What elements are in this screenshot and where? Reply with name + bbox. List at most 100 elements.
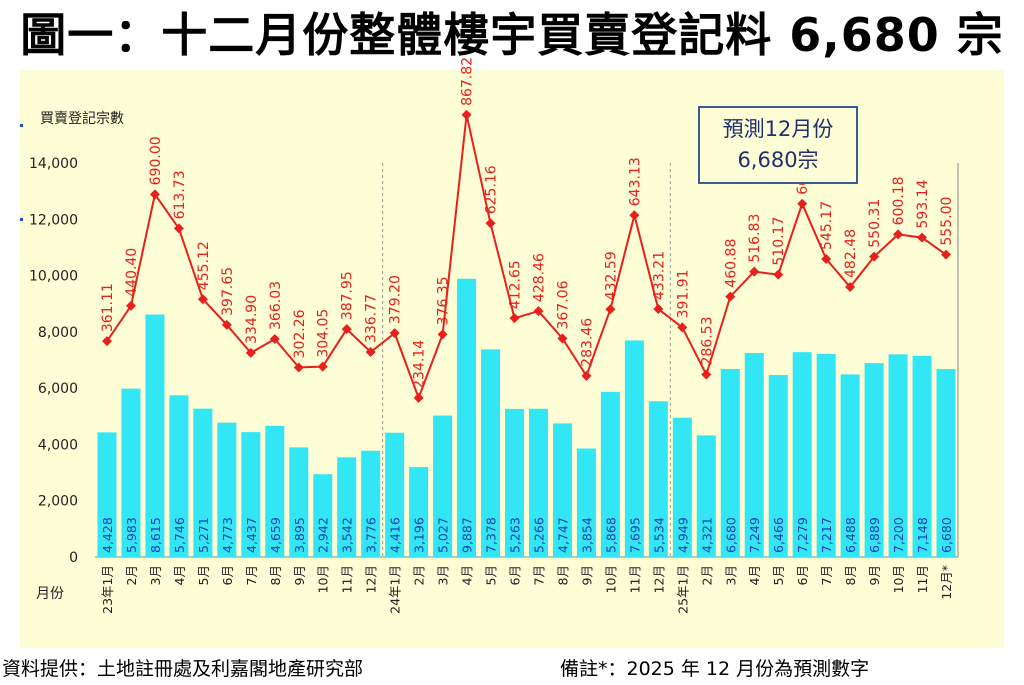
line-value-label: 336.77: [364, 294, 380, 343]
x-tick-label: 2月: [412, 565, 427, 585]
line-point: [845, 281, 856, 292]
x-tick-label: 3月: [148, 565, 163, 585]
bar: [624, 340, 644, 557]
bar-value-label: 4,747: [555, 517, 570, 553]
line-value-label: 600.18: [891, 176, 907, 225]
line-point: [701, 369, 712, 380]
x-tick-label: 11月: [340, 565, 355, 593]
forecast-line1: 預測12月份: [722, 117, 834, 141]
line-point: [221, 319, 232, 330]
line-point: [557, 333, 568, 344]
bar: [864, 363, 884, 557]
footer-source: 資料提供：土地註冊處及利嘉閣地產研究部: [2, 658, 364, 680]
y-tick-label: 0: [69, 550, 78, 566]
bar-value-label: 5,027: [436, 517, 451, 553]
bar: [505, 408, 525, 557]
line-value-label: 376.35: [436, 276, 452, 325]
bar-value-label: 8,615: [148, 517, 163, 553]
line-value-label: 433.21: [651, 251, 667, 300]
line-point: [173, 223, 184, 234]
bar: [409, 467, 429, 557]
bar-value-label: 7,148: [915, 517, 930, 553]
x-tick-label: 12月*: [939, 565, 954, 600]
bar: [169, 395, 189, 557]
x-tick-label: 9月: [579, 565, 594, 585]
x-tick-label: 10月: [891, 565, 906, 593]
line-point: [773, 269, 784, 280]
bar: [936, 369, 956, 557]
x-tick-label: 10月: [603, 565, 618, 593]
bar-value-label: 4,416: [388, 517, 403, 553]
line-value-label: 387.95: [340, 271, 356, 320]
x-tick-label: 8月: [843, 565, 858, 585]
line-point: [269, 333, 280, 344]
bar-value-label: 4,428: [100, 517, 115, 553]
line-value-label: 234.14: [412, 340, 428, 389]
line-value-label: 482.48: [843, 229, 859, 278]
line-value-label: 412.65: [508, 260, 524, 309]
line-value-label: 593.14: [915, 179, 931, 228]
x-tick-label: 4月: [747, 565, 762, 585]
line-point: [725, 291, 736, 302]
line-value-label: 379.20: [388, 275, 404, 324]
x-axis-title: 月份: [36, 586, 64, 602]
line-point: [245, 347, 256, 358]
line-point: [461, 109, 472, 120]
y-tick-label: 10,000: [29, 269, 78, 285]
line-value-label: 428.46: [531, 253, 547, 302]
forecast-callout: 預測12月份 6,680宗: [698, 106, 858, 184]
x-tick-label: 11月: [915, 565, 930, 593]
line-point: [581, 370, 592, 381]
line-point: [437, 329, 448, 340]
bar: [217, 422, 237, 557]
bar: [600, 391, 620, 557]
line-value-label: 361.11: [100, 283, 116, 332]
line-point: [821, 253, 832, 264]
x-tick-label: 8月: [268, 565, 283, 585]
bar-value-label: 6,680: [939, 517, 954, 553]
line-value-label: 625.16: [484, 165, 500, 214]
x-tick-label: 12月: [651, 565, 666, 593]
line-point: [509, 313, 520, 324]
bar-value-label: 4,949: [675, 517, 690, 553]
x-tick-label: 7月: [819, 565, 834, 585]
bar-value-label: 6,889: [867, 517, 882, 553]
bar: [744, 352, 764, 557]
bar: [552, 423, 572, 557]
bar-value-label: 7,695: [627, 517, 642, 553]
bar-value-label: 9,887: [460, 517, 475, 553]
bar: [888, 354, 908, 557]
line-value-label: 555.00: [939, 197, 955, 246]
bar: [768, 375, 788, 557]
line-value-label: 867.82: [460, 57, 476, 106]
bar-value-label: 4,773: [220, 517, 235, 553]
line-point: [125, 300, 136, 311]
x-tick-label: 25年1月: [675, 565, 690, 614]
bar-value-label: 5,983: [124, 517, 139, 553]
y-axis-title: 買賣登記宗數: [40, 111, 124, 127]
x-tick-label: 7月: [531, 565, 546, 585]
x-tick-label: 3月: [723, 565, 738, 585]
bar-value-label: 3,854: [579, 517, 594, 553]
x-tick-label: 24年1月: [388, 565, 403, 614]
x-tick-label: 8月: [555, 565, 570, 585]
bar: [313, 474, 333, 557]
bar: [816, 353, 836, 557]
bar-value-label: 6,680: [723, 517, 738, 553]
bar: [241, 432, 261, 557]
y-tick-label: 14,000: [29, 156, 78, 172]
line-point: [389, 328, 400, 339]
line-value-label: 286.53: [699, 316, 715, 365]
y-tick-label: 6,000: [38, 381, 78, 397]
y-tick-label: 2,000: [38, 494, 78, 510]
line-value-label: 391.91: [675, 269, 691, 318]
bar-value-label: 7,200: [891, 517, 906, 553]
line-value-label: 690.00: [148, 136, 164, 185]
bar-value-label: 4,437: [244, 517, 259, 553]
bar-value-label: 3,196: [412, 517, 427, 553]
bar: [193, 408, 213, 557]
line-point: [533, 306, 544, 317]
y-tick-label: 4,000: [38, 437, 78, 453]
line-point: [869, 251, 880, 262]
